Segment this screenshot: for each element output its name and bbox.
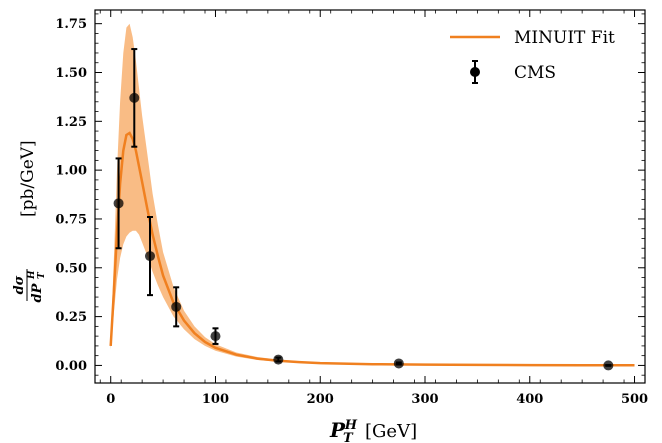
legend: MINUIT Fit CMS (450, 28, 615, 84)
x-tick-label: 400 (516, 392, 543, 407)
marker (129, 92, 140, 103)
marker (603, 360, 614, 371)
y-axis-label: dσ dP T H [pb/GeV] (12, 140, 47, 302)
x-tick-label: 500 (621, 392, 648, 407)
x-label-sup: H (344, 418, 358, 433)
marker (210, 331, 221, 342)
y-axis-ticks: 0.00 0.25 0.50 0.75 1.00 1.25 1.50 1.75 (55, 13, 645, 376)
marker (273, 354, 284, 365)
legend-label-fit: MINUIT Fit (514, 28, 615, 48)
x-label-unit: [GeV] (365, 421, 417, 442)
y-tick-label: 1.00 (55, 164, 87, 179)
marker (113, 198, 124, 209)
y-label-den-sup: H (27, 270, 37, 280)
x-label-symbol: P (329, 418, 346, 442)
y-tick-label: 0.75 (55, 212, 87, 227)
y-tick-label: 1.75 (55, 17, 87, 32)
x-tick-label: 300 (411, 392, 438, 407)
data-point (273, 354, 284, 365)
marker (171, 301, 182, 312)
x-label-sub: T (343, 431, 354, 443)
y-tick-label: 1.50 (55, 66, 87, 81)
y-tick-label: 1.25 (55, 115, 87, 130)
marker (145, 251, 155, 262)
data-point (393, 358, 404, 369)
legend-marker (470, 67, 480, 77)
data-point (113, 157, 124, 250)
data-points-layer (113, 48, 614, 371)
legend-label-cms: CMS (514, 63, 556, 83)
x-tick-label: 100 (202, 392, 229, 407)
y-tick-label: 0.25 (55, 310, 87, 325)
y-label-unit: [pb/GeV] (18, 140, 38, 217)
x-tick-label: 200 (307, 392, 334, 407)
data-point (210, 327, 221, 345)
y-label-den-sub: T (37, 271, 47, 279)
x-axis-ticks: 0 100 200 300 400 500 (99, 10, 648, 407)
plot-border (94, 9, 646, 384)
data-point (129, 48, 140, 148)
svg-text:PTH[GeV]: PTH [GeV] (329, 418, 417, 443)
data-point (603, 360, 614, 371)
y-label-denominator: dP (30, 282, 45, 302)
marker (393, 358, 404, 369)
data-point (145, 216, 155, 297)
y-tick-label: 0.00 (55, 359, 87, 374)
x-tick-label: 0 (106, 392, 115, 407)
data-point (171, 286, 182, 328)
y-label-numerator: dσ (12, 275, 27, 294)
x-axis-label: PTH [GeV] (329, 418, 417, 443)
y-tick-label: 0.50 (55, 261, 87, 276)
plot-frame (94, 9, 646, 384)
